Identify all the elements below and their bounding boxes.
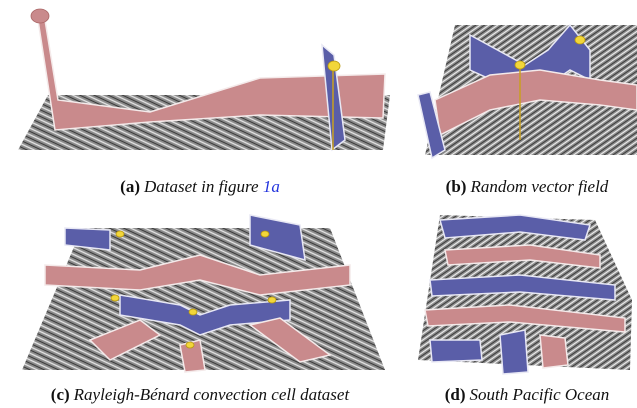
caption-text: Rayleigh-Bénard convection cell dataset xyxy=(73,385,351,404)
caption-b: (b)Random vector field xyxy=(446,177,609,196)
caption-label: (b) xyxy=(446,177,467,196)
caption-c: (c)Rayleigh-Bénard convection cell datas… xyxy=(51,385,351,404)
caption-a: (a)Dataset in figure 1a xyxy=(120,177,280,196)
panel-a-image xyxy=(18,9,390,150)
caption-text: Dataset in figure xyxy=(143,177,263,196)
caption-label: (c) xyxy=(51,385,70,404)
panel-b-image xyxy=(418,25,637,158)
caption-label: (a) xyxy=(120,177,140,196)
panel-c-image xyxy=(22,215,385,372)
caption-text: Random vector field xyxy=(469,177,608,196)
caption-text: South Pacific Ocean xyxy=(470,385,610,404)
figure: (a)Dataset in figure 1a (b)Random vector… xyxy=(0,0,637,408)
caption-label: (d) xyxy=(445,385,466,404)
caption-d: (d)South Pacific Ocean xyxy=(445,385,610,404)
panel-d-image xyxy=(418,215,632,374)
caption-reference[interactable]: 1a xyxy=(263,177,280,196)
